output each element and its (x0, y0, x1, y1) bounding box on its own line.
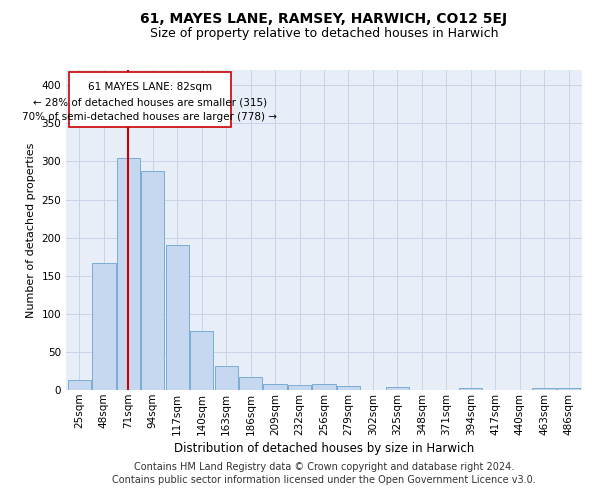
Text: 61, MAYES LANE, RAMSEY, HARWICH, CO12 5EJ: 61, MAYES LANE, RAMSEY, HARWICH, CO12 5E… (140, 12, 508, 26)
Bar (166, 245, 189, 390)
Bar (557, 388, 580, 390)
Bar (459, 388, 482, 390)
Text: Contains HM Land Registry data © Crown copyright and database right 2024.: Contains HM Land Registry data © Crown c… (134, 462, 514, 472)
Bar (92, 263, 116, 390)
Bar (68, 380, 91, 390)
Text: Contains public sector information licensed under the Open Government Licence v3: Contains public sector information licen… (112, 475, 536, 485)
Bar (337, 386, 360, 390)
Bar (117, 158, 140, 390)
Y-axis label: Number of detached properties: Number of detached properties (26, 142, 36, 318)
X-axis label: Distribution of detached houses by size in Harwich: Distribution of detached houses by size … (174, 442, 474, 455)
Text: 61 MAYES LANE: 82sqm: 61 MAYES LANE: 82sqm (88, 82, 212, 92)
Bar (288, 384, 311, 390)
Bar (313, 384, 335, 390)
Bar (532, 388, 556, 390)
Text: 70% of semi-detached houses are larger (778) →: 70% of semi-detached houses are larger (… (22, 112, 277, 122)
Bar (190, 332, 214, 390)
Bar (239, 377, 262, 390)
Bar (141, 170, 164, 390)
Bar (263, 384, 287, 390)
FancyBboxPatch shape (69, 72, 230, 127)
Text: Size of property relative to detached houses in Harwich: Size of property relative to detached ho… (150, 28, 498, 40)
Bar (215, 366, 238, 390)
Text: ← 28% of detached houses are smaller (315): ← 28% of detached houses are smaller (31… (33, 97, 267, 107)
Bar (386, 387, 409, 390)
